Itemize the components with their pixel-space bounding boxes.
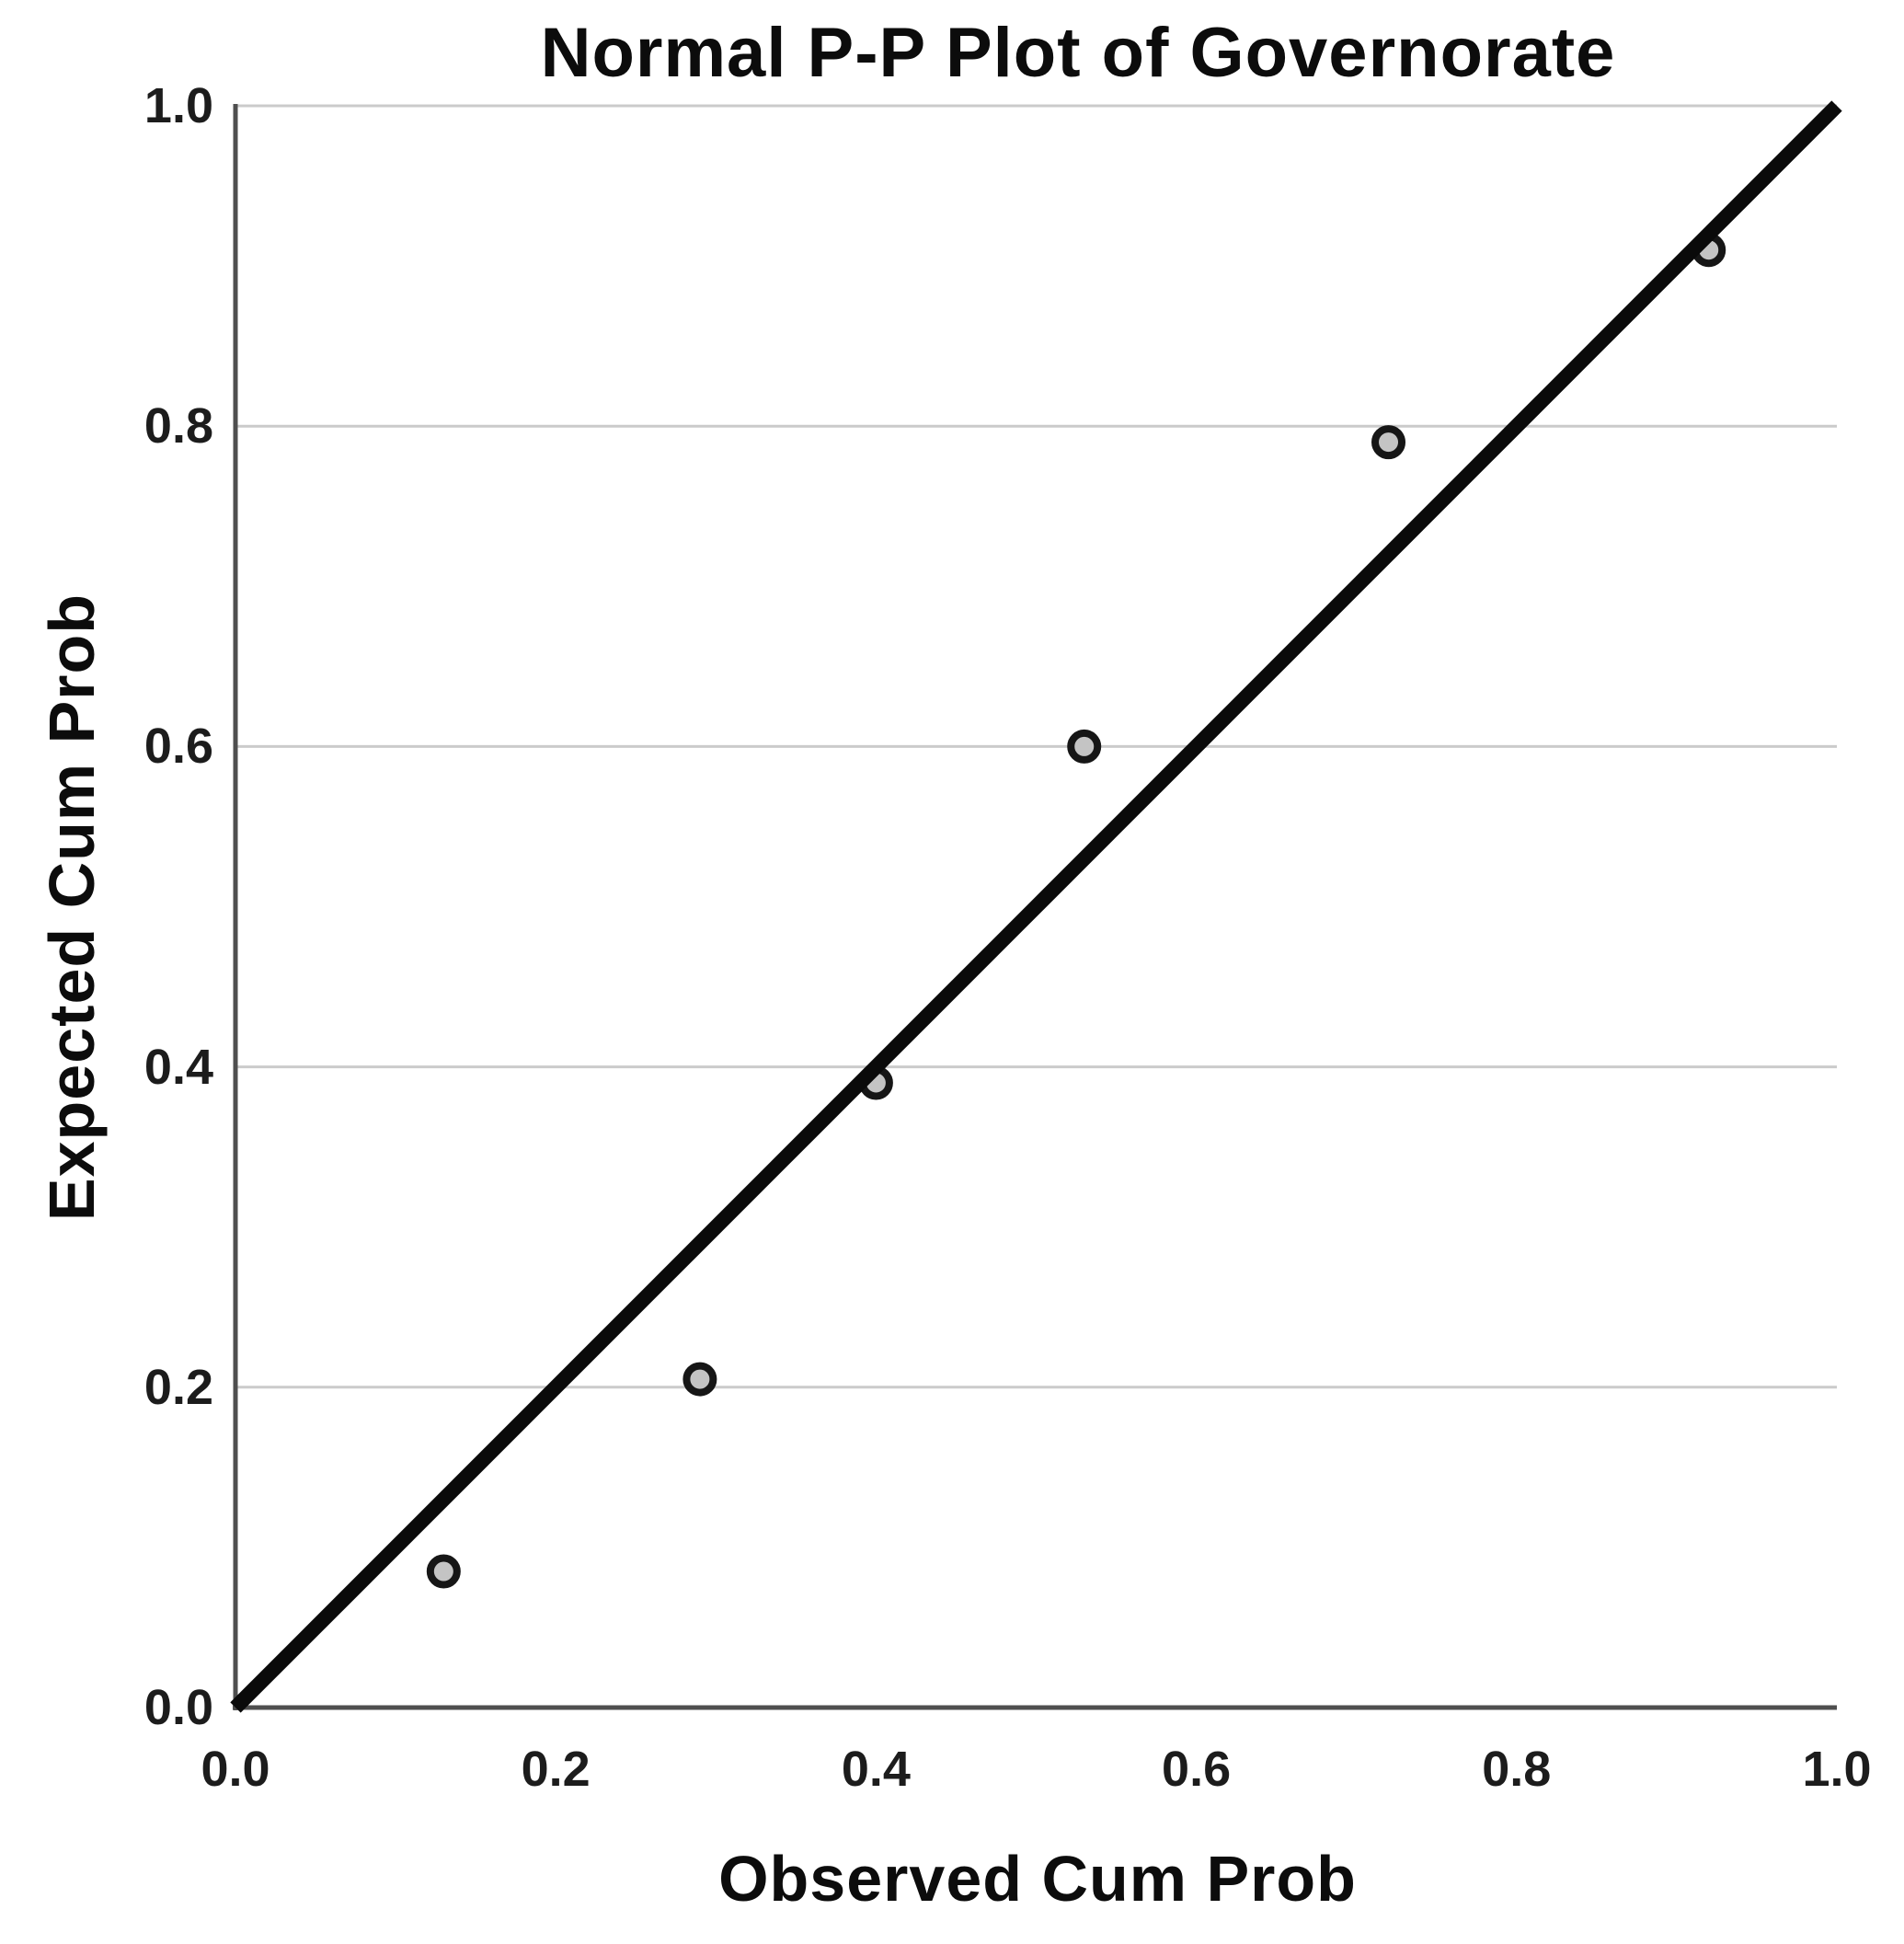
data-point bbox=[426, 1554, 461, 1589]
y-tick-label: 1.0 bbox=[143, 78, 213, 133]
reference-line bbox=[230, 100, 1842, 1713]
x-axis-title: Observed Cum Prob bbox=[718, 1843, 1357, 1915]
x-tick-label: 0.2 bbox=[521, 1742, 591, 1797]
data-point bbox=[682, 1362, 717, 1397]
y-tick-label: 0.2 bbox=[143, 1359, 213, 1415]
x-tick-label: 1.0 bbox=[1802, 1742, 1872, 1797]
y-tick-label: 0.4 bbox=[143, 1039, 213, 1095]
chart-title: Normal P-P Plot of Governorate bbox=[540, 14, 1616, 92]
data-point bbox=[1371, 425, 1406, 460]
data-point bbox=[1067, 729, 1102, 764]
y-tick-label: 0.0 bbox=[143, 1680, 213, 1735]
x-tick-label: 0.6 bbox=[1162, 1742, 1232, 1797]
x-tick-label: 0.4 bbox=[841, 1742, 911, 1797]
x-tick-label: 0.0 bbox=[201, 1742, 270, 1797]
x-tick-label: 0.8 bbox=[1482, 1742, 1552, 1797]
y-tick-label: 0.8 bbox=[143, 398, 213, 454]
y-tick-label: 0.6 bbox=[143, 719, 213, 775]
